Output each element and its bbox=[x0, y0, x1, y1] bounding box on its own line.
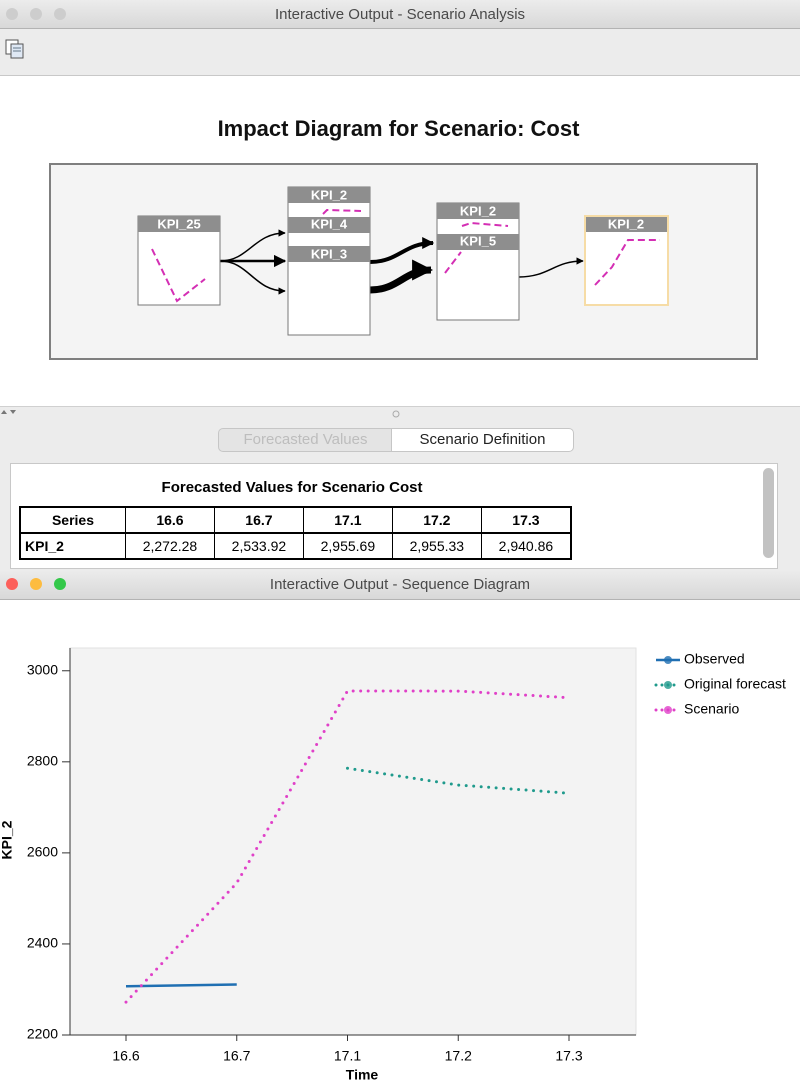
sparkline bbox=[151, 248, 206, 303]
node-label: KPI_2 bbox=[608, 216, 644, 231]
arrow bbox=[369, 259, 434, 294]
close-button[interactable] bbox=[6, 8, 18, 20]
node-label: KPI_2 bbox=[311, 187, 347, 202]
node[interactable]: KPI_2 KPI_4 KPI_3 bbox=[287, 186, 371, 336]
arrow bbox=[369, 237, 435, 264]
node-label: KPI_5 bbox=[460, 233, 496, 248]
series-line bbox=[125, 983, 237, 988]
table-title: Forecasted Values for Scenario Cost bbox=[161, 479, 423, 496]
copy-icon[interactable] bbox=[3, 37, 27, 61]
node[interactable]: KPI_2 bbox=[584, 215, 669, 306]
series-line bbox=[346, 766, 571, 795]
arrow bbox=[219, 260, 286, 295]
table-panel: Forecasted Values for Scenario Cost Seri… bbox=[10, 463, 778, 569]
y-tick-label: 3000 bbox=[27, 661, 58, 677]
node-label: KPI_25 bbox=[157, 216, 200, 231]
scrollbar[interactable] bbox=[763, 468, 774, 558]
y-axis-label: KPI_2 bbox=[0, 820, 15, 859]
header-cell: 17.2 bbox=[391, 506, 482, 534]
table-row: KPI_2 2,272.28 2,533.92 2,955.69 2,955.3… bbox=[19, 532, 572, 560]
series-line bbox=[124, 689, 571, 1004]
plot-area bbox=[69, 647, 637, 1036]
arrows bbox=[219, 229, 584, 295]
title-bar: Interactive Output - Scenario Analysis bbox=[0, 0, 800, 29]
cell: 2,955.33 bbox=[391, 532, 482, 560]
window-title: Interactive Output - Scenario Analysis bbox=[274, 6, 526, 23]
x-axis-label: Time bbox=[346, 1067, 379, 1083]
node[interactable]: KPI_25 bbox=[137, 215, 221, 306]
node-label: KPI_3 bbox=[311, 246, 347, 261]
sparkline bbox=[461, 221, 509, 227]
zoom-button[interactable] bbox=[54, 578, 66, 590]
x-tick-label: 17.2 bbox=[445, 1048, 472, 1064]
header-cell: 17.1 bbox=[302, 506, 393, 534]
legend-label: Original forecast bbox=[684, 676, 786, 692]
node[interactable]: KPI_2 KPI_5 bbox=[436, 202, 520, 321]
header-cell: 16.6 bbox=[125, 506, 215, 534]
window-title: Interactive Output - Sequence Diagram bbox=[269, 576, 531, 593]
x-tick-label: 16.6 bbox=[112, 1048, 139, 1064]
sparkline bbox=[322, 208, 362, 215]
table: Series 16.6 16.7 17.1 17.2 17.3 KPI_2 2,… bbox=[19, 506, 572, 560]
sparkline bbox=[444, 251, 462, 274]
legend-label: Observed bbox=[684, 651, 745, 667]
impact-diagram: KPI_25 KPI_2 KPI_4 KPI_3 KPI_2 KPI_5 KPI… bbox=[49, 163, 758, 360]
header-cell: Series bbox=[19, 506, 126, 534]
title-bar: Interactive Output - Sequence Diagram bbox=[0, 570, 800, 600]
cell: 2,272.28 bbox=[125, 532, 215, 560]
sparkline bbox=[594, 239, 660, 286]
lower-pane: Forecasted Values Scenario Definition Fo… bbox=[0, 406, 800, 571]
toolbar bbox=[0, 29, 800, 76]
header-cell: 16.7 bbox=[213, 506, 304, 534]
legend-marker bbox=[664, 706, 672, 714]
cell: 2,940.86 bbox=[480, 532, 572, 560]
chart: Time KPI_2 2200 2400 2600 2800 3000 16.6 16.7 1… bbox=[0, 647, 786, 1083]
legend-marker bbox=[664, 681, 672, 689]
legend-label: Scenario bbox=[684, 701, 739, 717]
cell: KPI_2 bbox=[19, 532, 126, 560]
x-tick-label: 17.1 bbox=[334, 1048, 361, 1064]
node-label: KPI_4 bbox=[311, 216, 348, 231]
y-tick-label: 2600 bbox=[27, 844, 58, 860]
node-label: KPI_2 bbox=[460, 203, 496, 218]
legend-marker bbox=[664, 656, 672, 664]
tab[interactable]: Forecasted Values bbox=[218, 428, 392, 452]
diagram-title: Impact Diagram for Scenario: Cost bbox=[217, 116, 580, 141]
minimize-button[interactable] bbox=[30, 578, 42, 590]
cell: 2,955.69 bbox=[302, 532, 393, 560]
minimize-button[interactable] bbox=[30, 8, 42, 20]
cell: 2,533.92 bbox=[213, 532, 304, 560]
arrow bbox=[518, 257, 584, 278]
tab[interactable]: Scenario Definition bbox=[391, 428, 574, 452]
header-cell: 17.3 bbox=[480, 506, 572, 534]
y-tick-label: 2400 bbox=[27, 935, 58, 951]
y-tick-label: 2800 bbox=[27, 753, 58, 769]
splitter[interactable] bbox=[0, 407, 800, 421]
y-tick-label: 2200 bbox=[27, 1026, 58, 1042]
x-tick-label: 16.7 bbox=[223, 1048, 250, 1064]
close-button[interactable] bbox=[6, 578, 18, 590]
table-header: Series 16.6 16.7 17.1 17.2 17.3 bbox=[19, 506, 572, 534]
x-tick-label: 17.3 bbox=[555, 1048, 582, 1064]
zoom-button[interactable] bbox=[54, 8, 66, 20]
